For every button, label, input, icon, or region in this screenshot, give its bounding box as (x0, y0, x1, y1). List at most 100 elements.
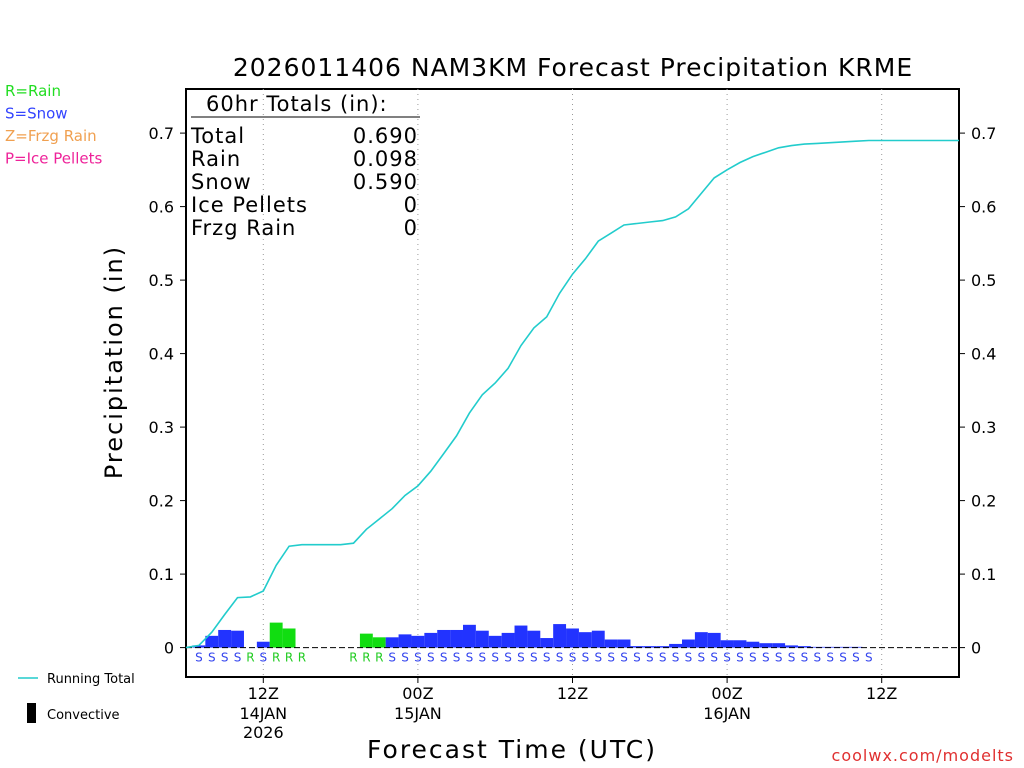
precip-bar (256, 641, 270, 648)
ptype-letter: S (852, 651, 860, 665)
precip-bar (437, 629, 451, 648)
precip-bar (398, 634, 412, 648)
precip-bar (694, 632, 708, 648)
totals-row-value: 0.098 (353, 147, 418, 171)
y-axis-label: Precipitation (in) (100, 245, 128, 479)
ptype-letter: S (865, 651, 873, 665)
precip-bar (372, 637, 386, 648)
x-tick-year: 2026 (243, 723, 284, 742)
ptype-letter: S (208, 651, 216, 665)
ptype-letter: S (440, 651, 448, 665)
precip-bar (604, 639, 618, 648)
precip-bar (669, 643, 683, 648)
hourly-precip-bars (192, 622, 863, 648)
ptype-letter: S (594, 651, 602, 665)
y-tick-label-right: 0.7 (971, 124, 996, 143)
y-tick-label-right: 0.1 (971, 565, 996, 584)
x-tick-date: 16JAN (703, 704, 751, 723)
precip-bar (218, 629, 232, 648)
x-tick-label: 12Z (248, 684, 279, 703)
totals-row-value: 0 (404, 193, 418, 217)
precip-bar (591, 630, 605, 648)
precip-bar (205, 635, 219, 648)
ptype-legend: R=Rain S=Snow Z=Frzg Rain P=Ice Pellets (5, 82, 102, 168)
ptype-letter: S (698, 651, 706, 665)
ptype-legend-entry: Z=Frzg Rain (5, 127, 97, 145)
ptype-letter: S (195, 651, 203, 665)
ptype-letter: R (272, 651, 280, 665)
x-tick-label: 12Z (866, 684, 897, 703)
ptype-letter: S (556, 651, 564, 665)
x-tick-label: 00Z (402, 684, 433, 703)
precip-bar (553, 624, 567, 648)
precip-bar (501, 632, 515, 648)
precip-bar (785, 645, 798, 648)
precip-bar (385, 637, 399, 648)
y-tick-label-left: 0.2 (149, 492, 174, 511)
running-total-legend-label: Running Total (47, 672, 135, 687)
precip-bar (772, 643, 786, 648)
ptype-letter: S (633, 651, 641, 665)
ptype-letter: S (414, 651, 422, 665)
totals-row-label: Total (190, 124, 245, 148)
ptype-letter: S (685, 651, 693, 665)
ptype-letter: S (453, 651, 461, 665)
precip-bar (450, 629, 463, 648)
precip-bar (488, 635, 502, 648)
ptype-letter: S (466, 651, 474, 665)
y-axis-ticks: 0 00.1 0.10.2 0.20.3 0.30.4 0.40.5 0.50.6 0.60.… (149, 124, 997, 658)
ptype-letter: S (427, 651, 435, 665)
ptype-letter: S (530, 651, 538, 665)
ptype-letter: S (491, 651, 499, 665)
x-axis-label: Forecast Time (UTC) (367, 735, 657, 764)
ptype-letter: S (620, 651, 628, 665)
x-tick-label: 00Z (711, 684, 742, 703)
ptype-letter: R (285, 651, 293, 665)
ptype-letter: S (749, 651, 757, 665)
ptype-letter: S (839, 651, 847, 665)
precip-bar (231, 630, 244, 648)
precip-bar (462, 624, 476, 648)
totals-row-label: Snow (191, 170, 252, 194)
ptype-letter: R (298, 651, 306, 665)
convective-legend-label: Convective (47, 708, 120, 723)
precip-bar (720, 640, 734, 648)
precip-bar (630, 646, 644, 648)
totals-row-value: 0.690 (353, 124, 418, 148)
ptype-letter: S (582, 651, 590, 665)
ptype-letter: S (672, 651, 680, 665)
y-tick-label-left: 0.3 (149, 418, 174, 437)
ptype-legend-entry: R=Rain (5, 82, 61, 100)
precip-bar (617, 639, 631, 648)
ptype-letter: S (388, 651, 396, 665)
ptype-letter: S (234, 651, 242, 665)
ptype-letter: S (659, 651, 667, 665)
totals-row-label: Rain (191, 147, 241, 171)
precip-bar (746, 641, 760, 648)
y-tick-label-left: 0.1 (149, 565, 174, 584)
precip-bar (475, 630, 489, 648)
ptype-letter: S (813, 651, 821, 665)
y-tick-label-right: 0.4 (971, 345, 996, 364)
ptype-letter: R (362, 651, 370, 665)
precip-bar (514, 625, 528, 648)
running-total-line (185, 139, 959, 649)
totals-row-value: 0.590 (353, 170, 418, 194)
x-tick-date: 14JAN (239, 704, 287, 723)
precip-bar (682, 639, 695, 648)
plot-frame (185, 88, 960, 678)
totals-row-label: Ice Pellets (191, 193, 308, 217)
y-tick-label-left: 0 (164, 639, 174, 658)
ptype-letter: S (801, 651, 809, 665)
precip-bar (578, 632, 592, 648)
precip-bar (527, 630, 541, 648)
ptype-letter: S (762, 651, 770, 665)
y-tick-label-left: 0.6 (149, 198, 174, 217)
ptype-letter: R (375, 651, 383, 665)
y-tick-label-right: 0 (971, 639, 981, 658)
grid-lines (262, 89, 883, 677)
x-tick-label: 12Z (557, 684, 588, 703)
